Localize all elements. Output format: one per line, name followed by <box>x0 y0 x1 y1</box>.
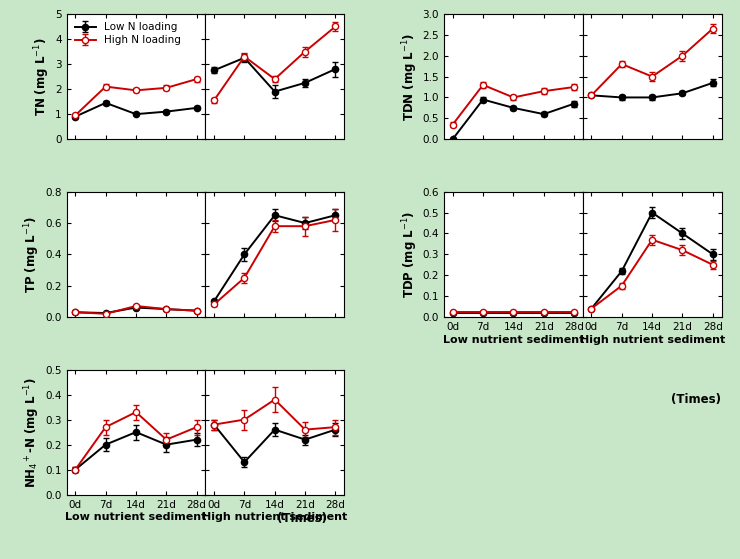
Y-axis label: TP (mg L$^{-1}$): TP (mg L$^{-1}$) <box>23 216 42 293</box>
Text: (Times): (Times) <box>671 393 722 406</box>
Y-axis label: TN (mg L$^{-1}$): TN (mg L$^{-1}$) <box>33 37 53 116</box>
Y-axis label: NH$_4$$^+$-N (mg L$^{-1}$): NH$_4$$^+$-N (mg L$^{-1}$) <box>23 377 42 487</box>
Y-axis label: TDN (mg L$^{-1}$): TDN (mg L$^{-1}$) <box>400 32 420 121</box>
X-axis label: High nutrient sediment: High nutrient sediment <box>579 335 724 344</box>
X-axis label: High nutrient sediment: High nutrient sediment <box>202 513 347 522</box>
X-axis label: Low nutrient sediment: Low nutrient sediment <box>443 335 584 344</box>
Y-axis label: TDP (mg L$^{-1}$): TDP (mg L$^{-1}$) <box>400 211 420 298</box>
X-axis label: Low nutrient sediment: Low nutrient sediment <box>65 513 206 522</box>
Legend: Low N loading, High N loading: Low N loading, High N loading <box>72 19 184 49</box>
Text: (Times): (Times) <box>278 512 328 525</box>
